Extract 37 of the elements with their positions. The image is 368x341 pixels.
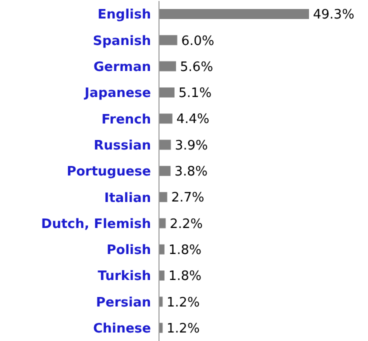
y-tick-label: German	[94, 60, 151, 75]
y-tick-label: Russian	[94, 138, 151, 154]
data-label: 1.2%	[166, 321, 200, 336]
data-label: 1.8%	[168, 243, 202, 258]
y-tick-label: Japanese	[84, 86, 152, 102]
y-tick-label: Turkish	[98, 269, 151, 284]
data-label: 2.7%	[171, 190, 204, 206]
bar	[159, 61, 176, 72]
bar	[159, 192, 168, 202]
y-tick-label: Dutch, Flemish	[41, 216, 151, 232]
bar	[159, 114, 172, 124]
data-label: 5.1%	[178, 86, 212, 102]
data-label: 6.0%	[181, 34, 214, 49]
bar	[159, 244, 164, 254]
data-label: 5.6%	[180, 60, 214, 75]
bar	[159, 270, 164, 281]
data-label: 3.8%	[174, 164, 208, 180]
data-label: 49.3%	[313, 8, 354, 23]
data-label: 1.8%	[168, 269, 202, 284]
data-label: 1.2%	[166, 295, 200, 310]
y-tick-label: French	[102, 112, 151, 128]
y-tick-label: Italian	[104, 190, 151, 206]
bar	[159, 218, 166, 228]
bar	[159, 166, 171, 176]
data-label: 2.2%	[170, 216, 203, 232]
y-tick-label: Polish	[106, 243, 151, 258]
bar	[159, 9, 309, 19]
y-tick-label: Chinese	[93, 322, 152, 337]
bar	[159, 87, 175, 98]
bar	[159, 35, 178, 46]
y-tick-label: Persian	[96, 295, 151, 310]
y-tick-label: Spanish	[92, 34, 151, 49]
data-label: 4.4%	[176, 112, 210, 128]
y-tick-label: English	[98, 8, 151, 23]
data-label: 3.9%	[174, 138, 208, 154]
y-tick-label: Portuguese	[66, 164, 152, 180]
bar	[159, 140, 171, 150]
